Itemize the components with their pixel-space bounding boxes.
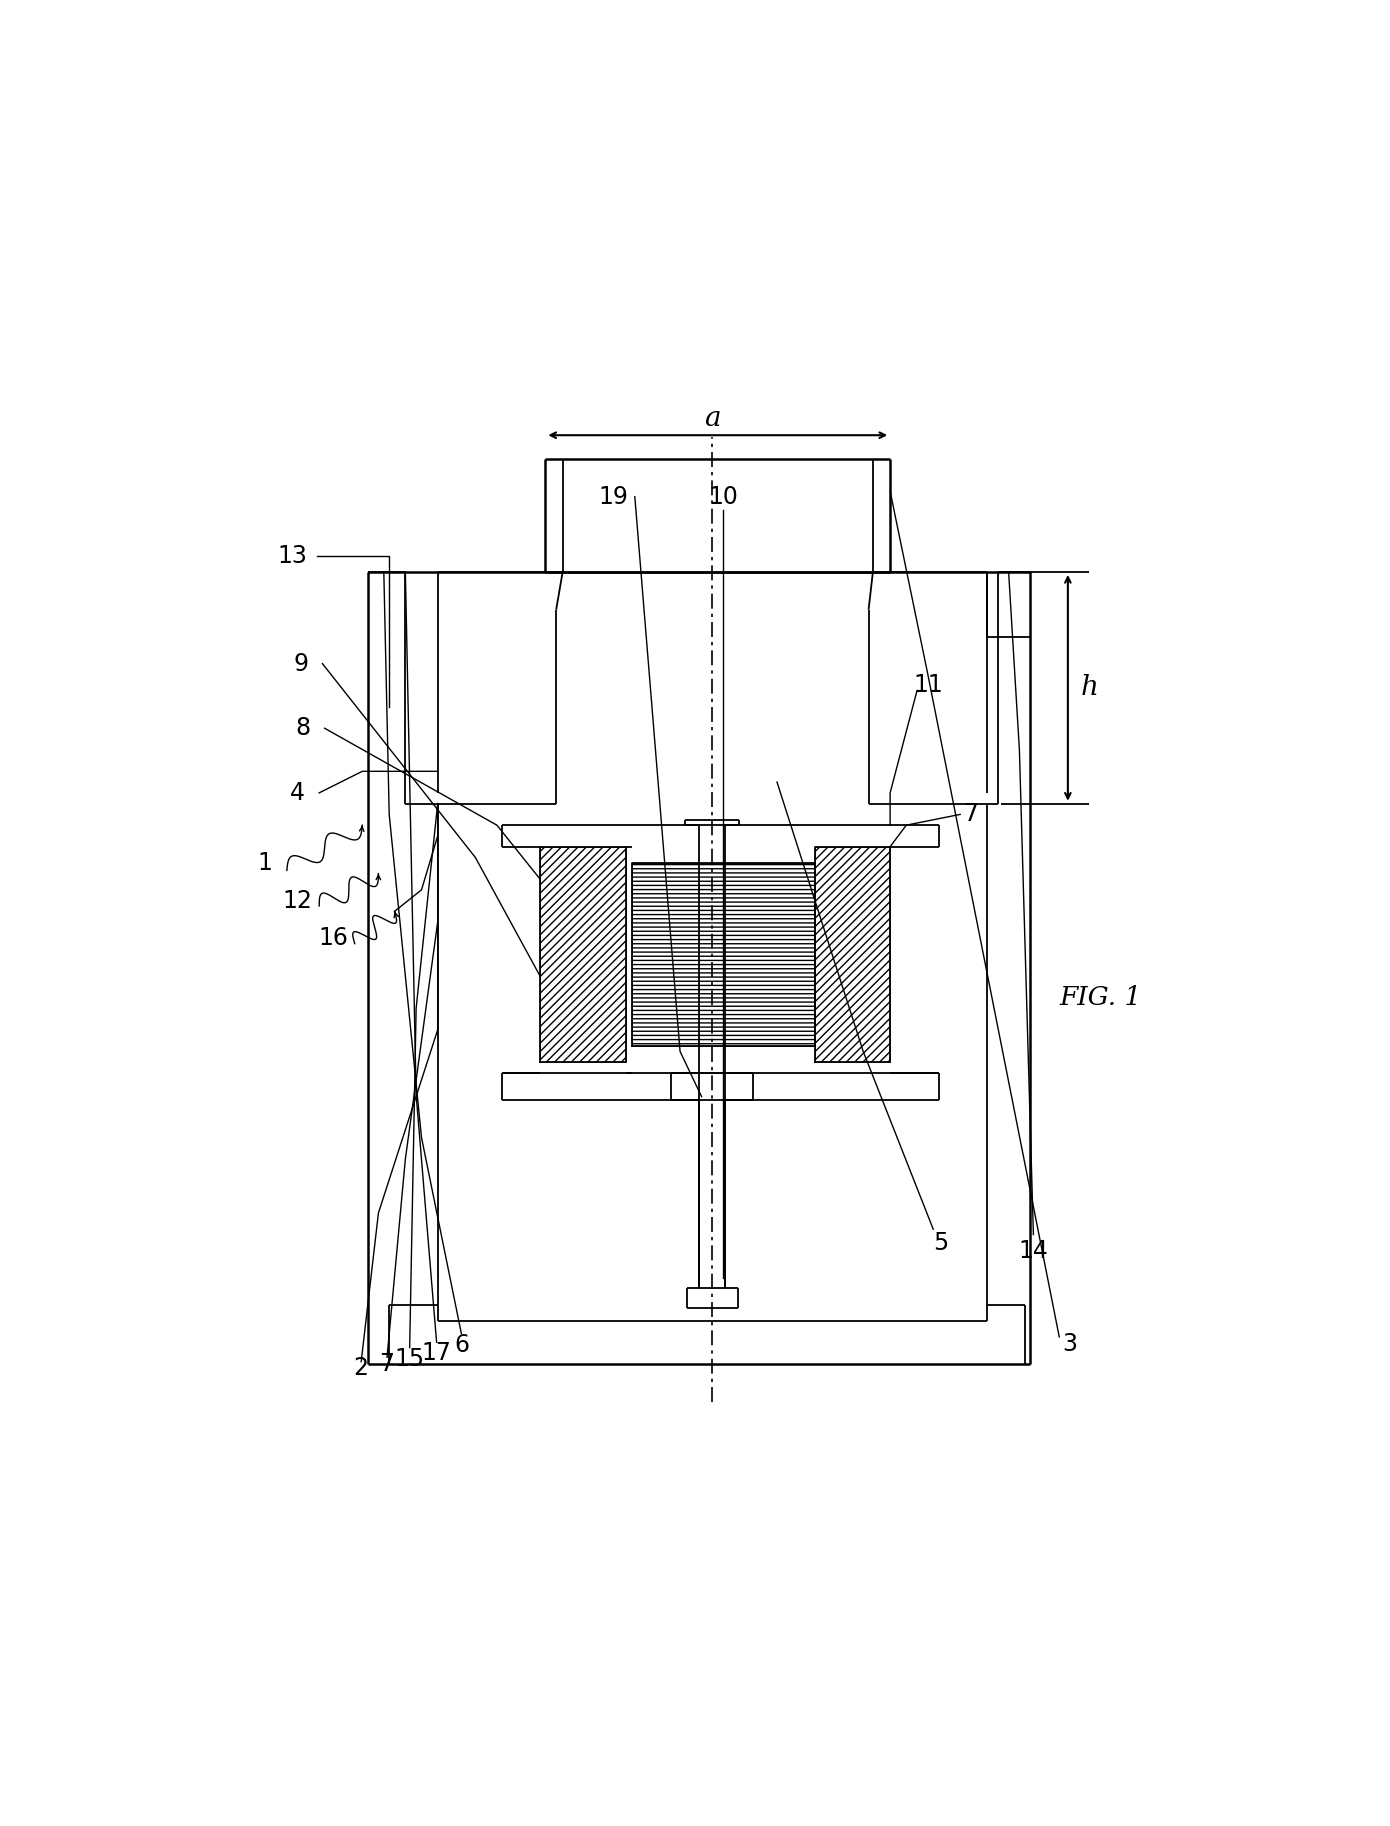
Text: 3: 3 <box>1062 1333 1077 1357</box>
Text: FIG. 1: FIG. 1 <box>1059 984 1141 1010</box>
Text: 1: 1 <box>259 851 272 875</box>
Text: h: h <box>1081 674 1098 701</box>
Text: 9: 9 <box>293 652 309 676</box>
Text: 10: 10 <box>709 484 738 509</box>
Text: 5: 5 <box>933 1231 948 1254</box>
Text: a: a <box>705 405 720 433</box>
Text: 12: 12 <box>282 889 313 913</box>
Text: 2: 2 <box>353 1357 368 1380</box>
Text: 7: 7 <box>379 1351 395 1375</box>
Text: 19: 19 <box>598 484 628 509</box>
Text: 6: 6 <box>455 1333 468 1357</box>
Text: 11: 11 <box>913 674 942 698</box>
Text: 15: 15 <box>395 1348 425 1371</box>
Text: 17: 17 <box>421 1340 452 1366</box>
Text: 13: 13 <box>278 544 307 568</box>
Text: 14: 14 <box>1019 1238 1048 1264</box>
Text: 16: 16 <box>318 926 348 950</box>
Text: 4: 4 <box>291 782 306 805</box>
Text: 7: 7 <box>963 802 979 827</box>
Text: 8: 8 <box>296 716 310 740</box>
